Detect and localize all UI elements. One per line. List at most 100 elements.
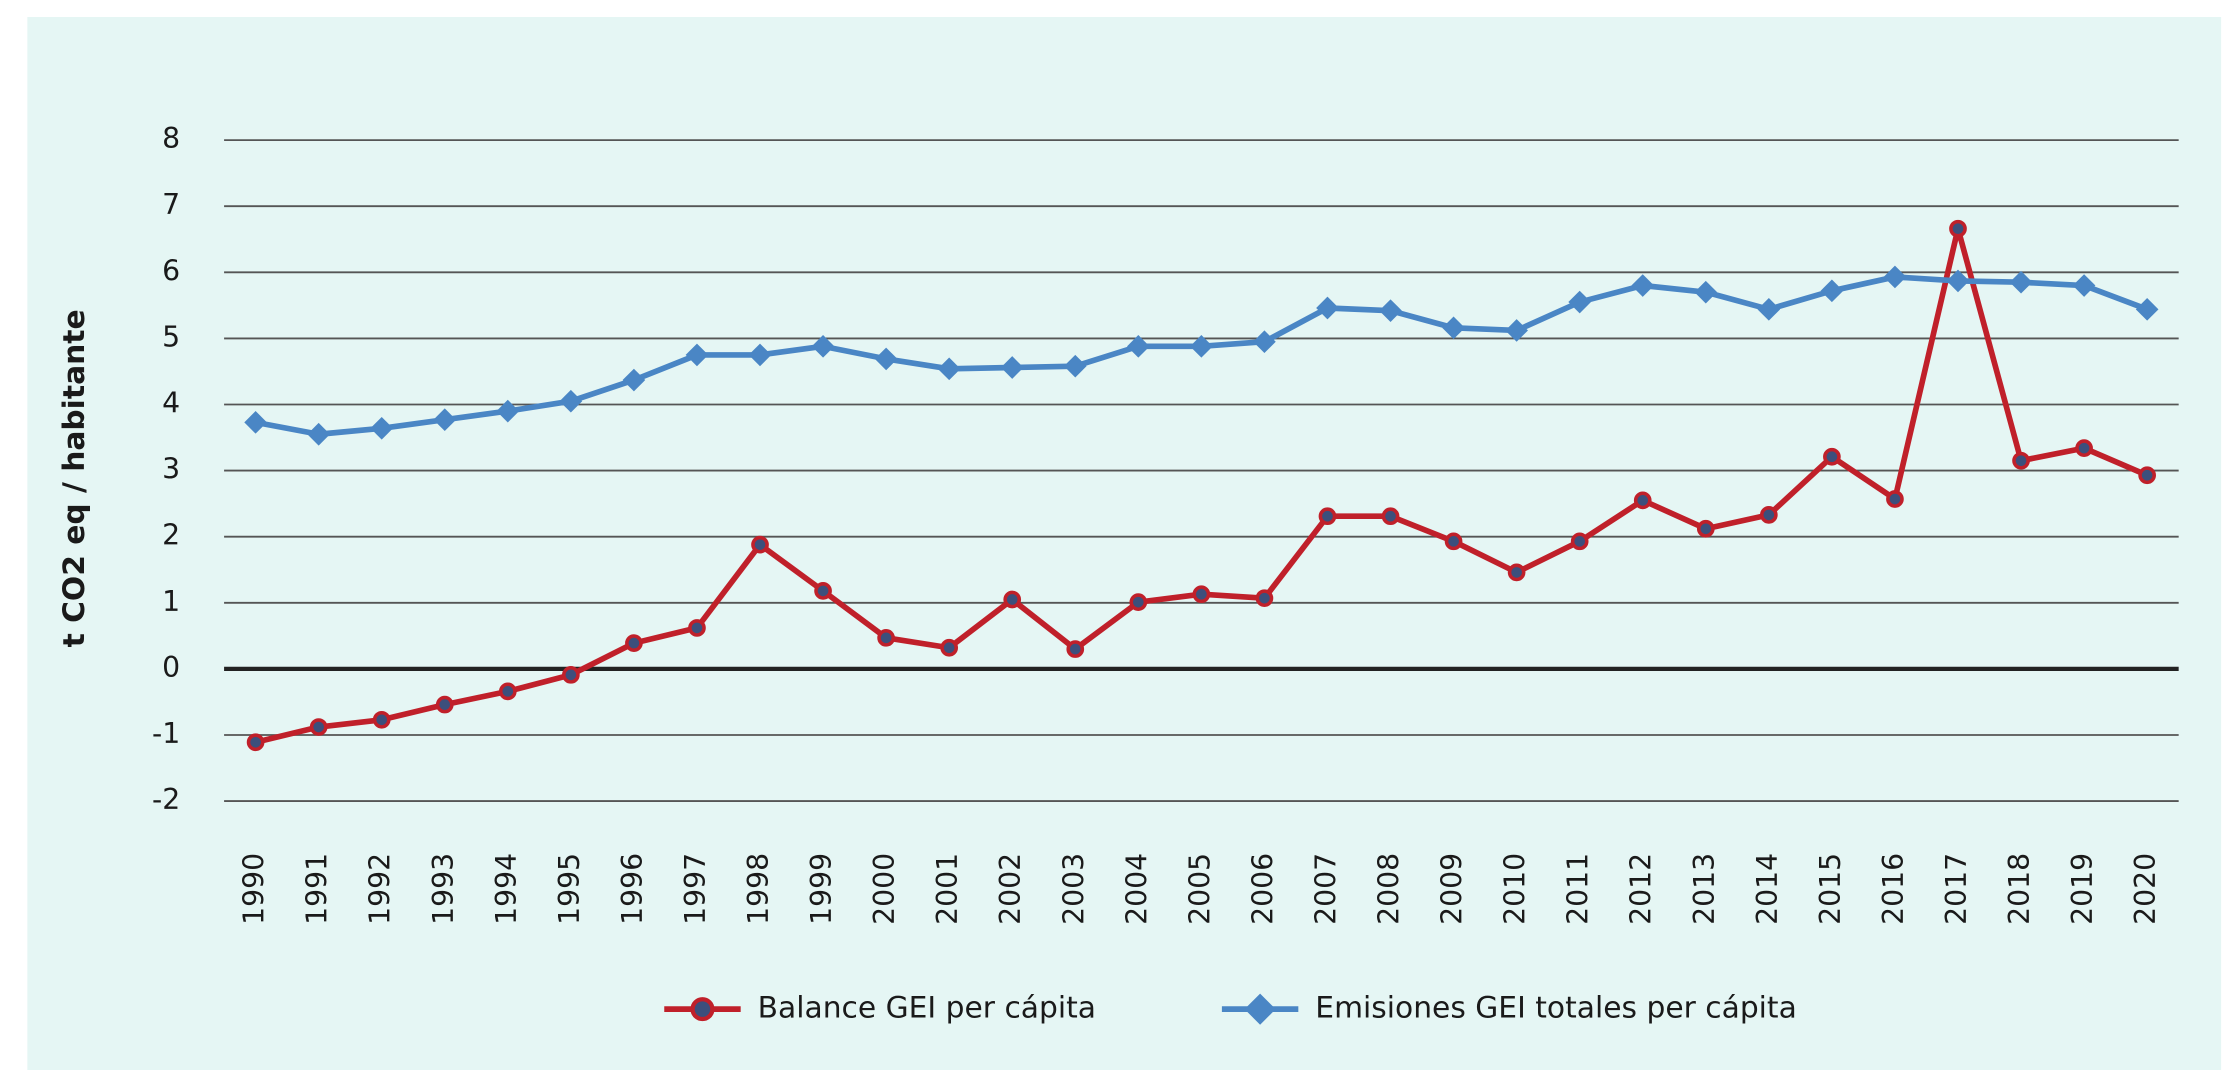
- data-point: [244, 411, 267, 434]
- data-point: [1570, 532, 1589, 551]
- data-point: [2135, 298, 2159, 321]
- data-point: [1063, 354, 1087, 378]
- data-point: [1444, 532, 1463, 551]
- y-tick-label: -1: [152, 717, 180, 750]
- data-point: [940, 638, 959, 657]
- data-point: [874, 347, 898, 371]
- data-point: [372, 710, 391, 729]
- data-point: [1129, 593, 1148, 611]
- data-point: [2009, 270, 2033, 294]
- x-tick-label: 2020: [2129, 853, 2162, 925]
- data-point: [877, 628, 895, 647]
- x-tick-label: 2006: [1246, 853, 1279, 925]
- chart-background: [27, 16, 2222, 1070]
- data-point: [1631, 274, 1655, 297]
- x-tick-label: 1995: [553, 853, 586, 925]
- legend-label: Balance GEI per cápita: [758, 991, 1096, 1026]
- data-point: [1694, 280, 1718, 304]
- data-point: [246, 733, 265, 752]
- data-point: [1190, 335, 1213, 358]
- data-point: [1442, 316, 1465, 340]
- data-point: [814, 582, 832, 600]
- y-tick-label: 1: [162, 585, 180, 618]
- x-tick-label: 2014: [1751, 853, 1784, 925]
- y-tick-label: 6: [162, 254, 180, 287]
- data-point: [937, 357, 961, 381]
- data-point: [1757, 298, 1781, 321]
- data-point: [562, 665, 580, 684]
- data-point: [1568, 290, 1592, 314]
- data-point: [1507, 563, 1526, 582]
- x-tick-label: 1993: [427, 853, 460, 925]
- y-tick-label: 8: [162, 122, 180, 155]
- x-tick-label: 2002: [994, 853, 1027, 925]
- data-point: [1505, 319, 1528, 342]
- y-tick-label: 4: [162, 387, 180, 420]
- x-tick-label: 2012: [1625, 853, 1658, 925]
- data-point: [309, 718, 328, 736]
- y-tick-label: -2: [152, 783, 180, 816]
- data-point: [2072, 274, 2096, 297]
- x-tick-label: 2007: [1309, 853, 1342, 925]
- x-tick-label: 2005: [1183, 853, 1216, 925]
- x-tick-label: 2008: [1373, 853, 1406, 925]
- data-point: [2138, 466, 2156, 485]
- data-point: [748, 343, 772, 367]
- x-tick-label: 1996: [616, 853, 649, 925]
- data-point: [2075, 439, 2093, 457]
- y-tick-label: 2: [162, 519, 180, 552]
- x-tick-label: 1994: [490, 853, 523, 925]
- data-point: [2012, 451, 2030, 470]
- data-point: [496, 399, 520, 423]
- data-point: [811, 335, 835, 358]
- data-point: [685, 343, 709, 367]
- legend-marker: [1244, 993, 1276, 1025]
- data-point: [1886, 490, 1904, 508]
- y-tick-label: 0: [162, 651, 180, 684]
- x-tick-label: 2011: [1562, 853, 1595, 925]
- x-tick-label: 2015: [1814, 853, 1847, 925]
- data-point: [1381, 507, 1400, 526]
- x-tick-label: 2003: [1057, 853, 1090, 925]
- data-point: [1883, 265, 1907, 289]
- legend-label: Emisiones GEI totales per cápita: [1315, 991, 1796, 1026]
- data-point: [1949, 219, 1967, 238]
- x-tick-label: 2019: [2066, 853, 2099, 925]
- data-point: [751, 535, 769, 554]
- x-tick-label: 1992: [364, 853, 397, 925]
- data-point: [1946, 269, 1970, 293]
- x-tick-label: 2010: [1499, 853, 1532, 925]
- x-tick-label: 2013: [1688, 853, 1721, 925]
- y-axis-label: t CO2 eq / habitante: [57, 309, 92, 647]
- x-tick-label: 2004: [1120, 853, 1153, 925]
- data-point: [1696, 519, 1715, 538]
- data-point: [1820, 279, 1844, 303]
- data-point: [625, 634, 643, 652]
- data-point: [370, 416, 394, 440]
- data-point: [1823, 447, 1841, 466]
- data-point: [1316, 296, 1339, 320]
- data-point: [1255, 589, 1274, 608]
- data-point: [1066, 640, 1085, 658]
- data-point: [1000, 356, 1024, 379]
- legend-marker: [690, 997, 715, 1022]
- x-tick-label: 1990: [238, 853, 271, 925]
- x-tick-label: 2017: [1940, 853, 1973, 925]
- data-point: [433, 408, 457, 432]
- data-point: [1759, 506, 1778, 524]
- data-point: [1633, 491, 1652, 510]
- y-tick-label: 7: [162, 188, 180, 221]
- x-tick-label: 1998: [742, 853, 775, 925]
- data-point: [1003, 590, 1022, 609]
- x-tick-label: 2001: [931, 853, 964, 925]
- y-tick-label: 3: [162, 453, 180, 486]
- data-point: [688, 619, 706, 637]
- data-point: [1127, 335, 1150, 358]
- x-tick-label: 2018: [2003, 853, 2036, 925]
- x-tick-label: 1997: [679, 853, 712, 925]
- x-tick-label: 2000: [868, 853, 901, 925]
- data-point: [622, 368, 646, 392]
- x-tick-label: 2016: [1877, 853, 1910, 925]
